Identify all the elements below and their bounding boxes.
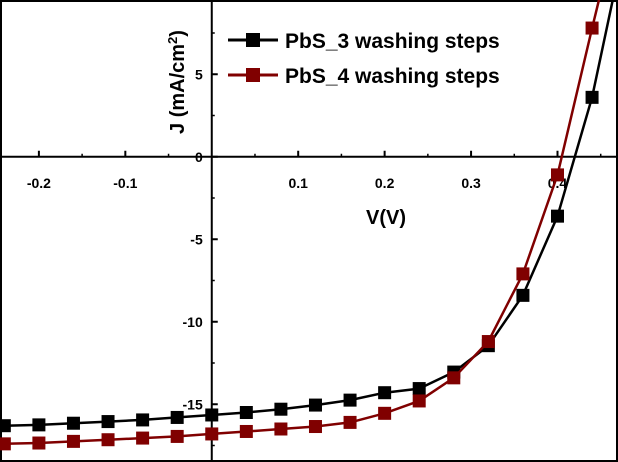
data-point xyxy=(308,398,322,412)
data-point xyxy=(274,402,288,416)
legend-marker-series-2 xyxy=(246,68,260,82)
y-axis-title-main: J (mA/cm xyxy=(167,44,189,134)
y-tick-label: 0 xyxy=(195,149,203,165)
data-point xyxy=(32,418,46,432)
data-point xyxy=(101,433,115,447)
data-point xyxy=(0,419,11,433)
data-point xyxy=(412,382,426,396)
data-point xyxy=(516,288,530,302)
legend-entry-series-2: PbS_4 washing steps xyxy=(228,65,500,88)
data-point xyxy=(447,371,461,385)
y-axis-title-sup: 2 xyxy=(165,37,180,44)
y-axis-title: J (mA/cm2) xyxy=(165,30,190,134)
y-tick-label: 5 xyxy=(195,66,203,82)
y-tick-label: -15 xyxy=(183,396,203,412)
x-tick-label: 0.3 xyxy=(461,175,481,191)
data-point xyxy=(170,429,184,443)
x-tick-label: 0.1 xyxy=(288,175,308,191)
data-point xyxy=(343,415,357,429)
x-axis-title: V(V) xyxy=(366,207,406,229)
data-point xyxy=(343,393,357,407)
legend-entry-series-1: PbS_3 washing steps xyxy=(228,30,500,53)
y-tick-label: -5 xyxy=(190,231,203,247)
data-point xyxy=(205,408,219,422)
legend-label-series-2: PbS_4 washing steps xyxy=(285,65,500,88)
legend-label-series-1: PbS_3 washing steps xyxy=(285,30,500,53)
data-point xyxy=(136,431,150,445)
data-point xyxy=(66,416,80,430)
data-point xyxy=(205,427,219,441)
data-point xyxy=(170,410,184,424)
y-axis-title-close: ) xyxy=(167,30,189,37)
data-point xyxy=(0,437,11,451)
data-point xyxy=(32,436,46,450)
legend-marker-series-1 xyxy=(246,33,260,47)
data-point xyxy=(585,21,599,35)
data-point xyxy=(136,413,150,427)
series-2 xyxy=(0,0,601,451)
data-point xyxy=(101,415,115,429)
y-tick-label: -10 xyxy=(183,314,203,330)
data-point xyxy=(585,90,599,104)
data-point xyxy=(550,168,564,182)
legend: PbS_3 washing steps PbS_4 washing steps xyxy=(228,30,500,88)
data-point xyxy=(378,406,392,420)
data-point xyxy=(378,386,392,400)
x-tick-label: -0.1 xyxy=(113,175,137,191)
data-point xyxy=(308,420,322,434)
series-line xyxy=(4,0,615,427)
x-tick-label: -0.2 xyxy=(27,175,51,191)
data-point xyxy=(550,209,564,223)
data-point xyxy=(66,434,80,448)
data-point xyxy=(481,335,495,349)
data-point xyxy=(274,422,288,436)
data-point xyxy=(516,267,530,281)
data-point xyxy=(239,406,253,419)
data-point xyxy=(239,424,253,438)
x-tick-label: 0.2 xyxy=(375,175,395,191)
data-point xyxy=(412,394,426,408)
